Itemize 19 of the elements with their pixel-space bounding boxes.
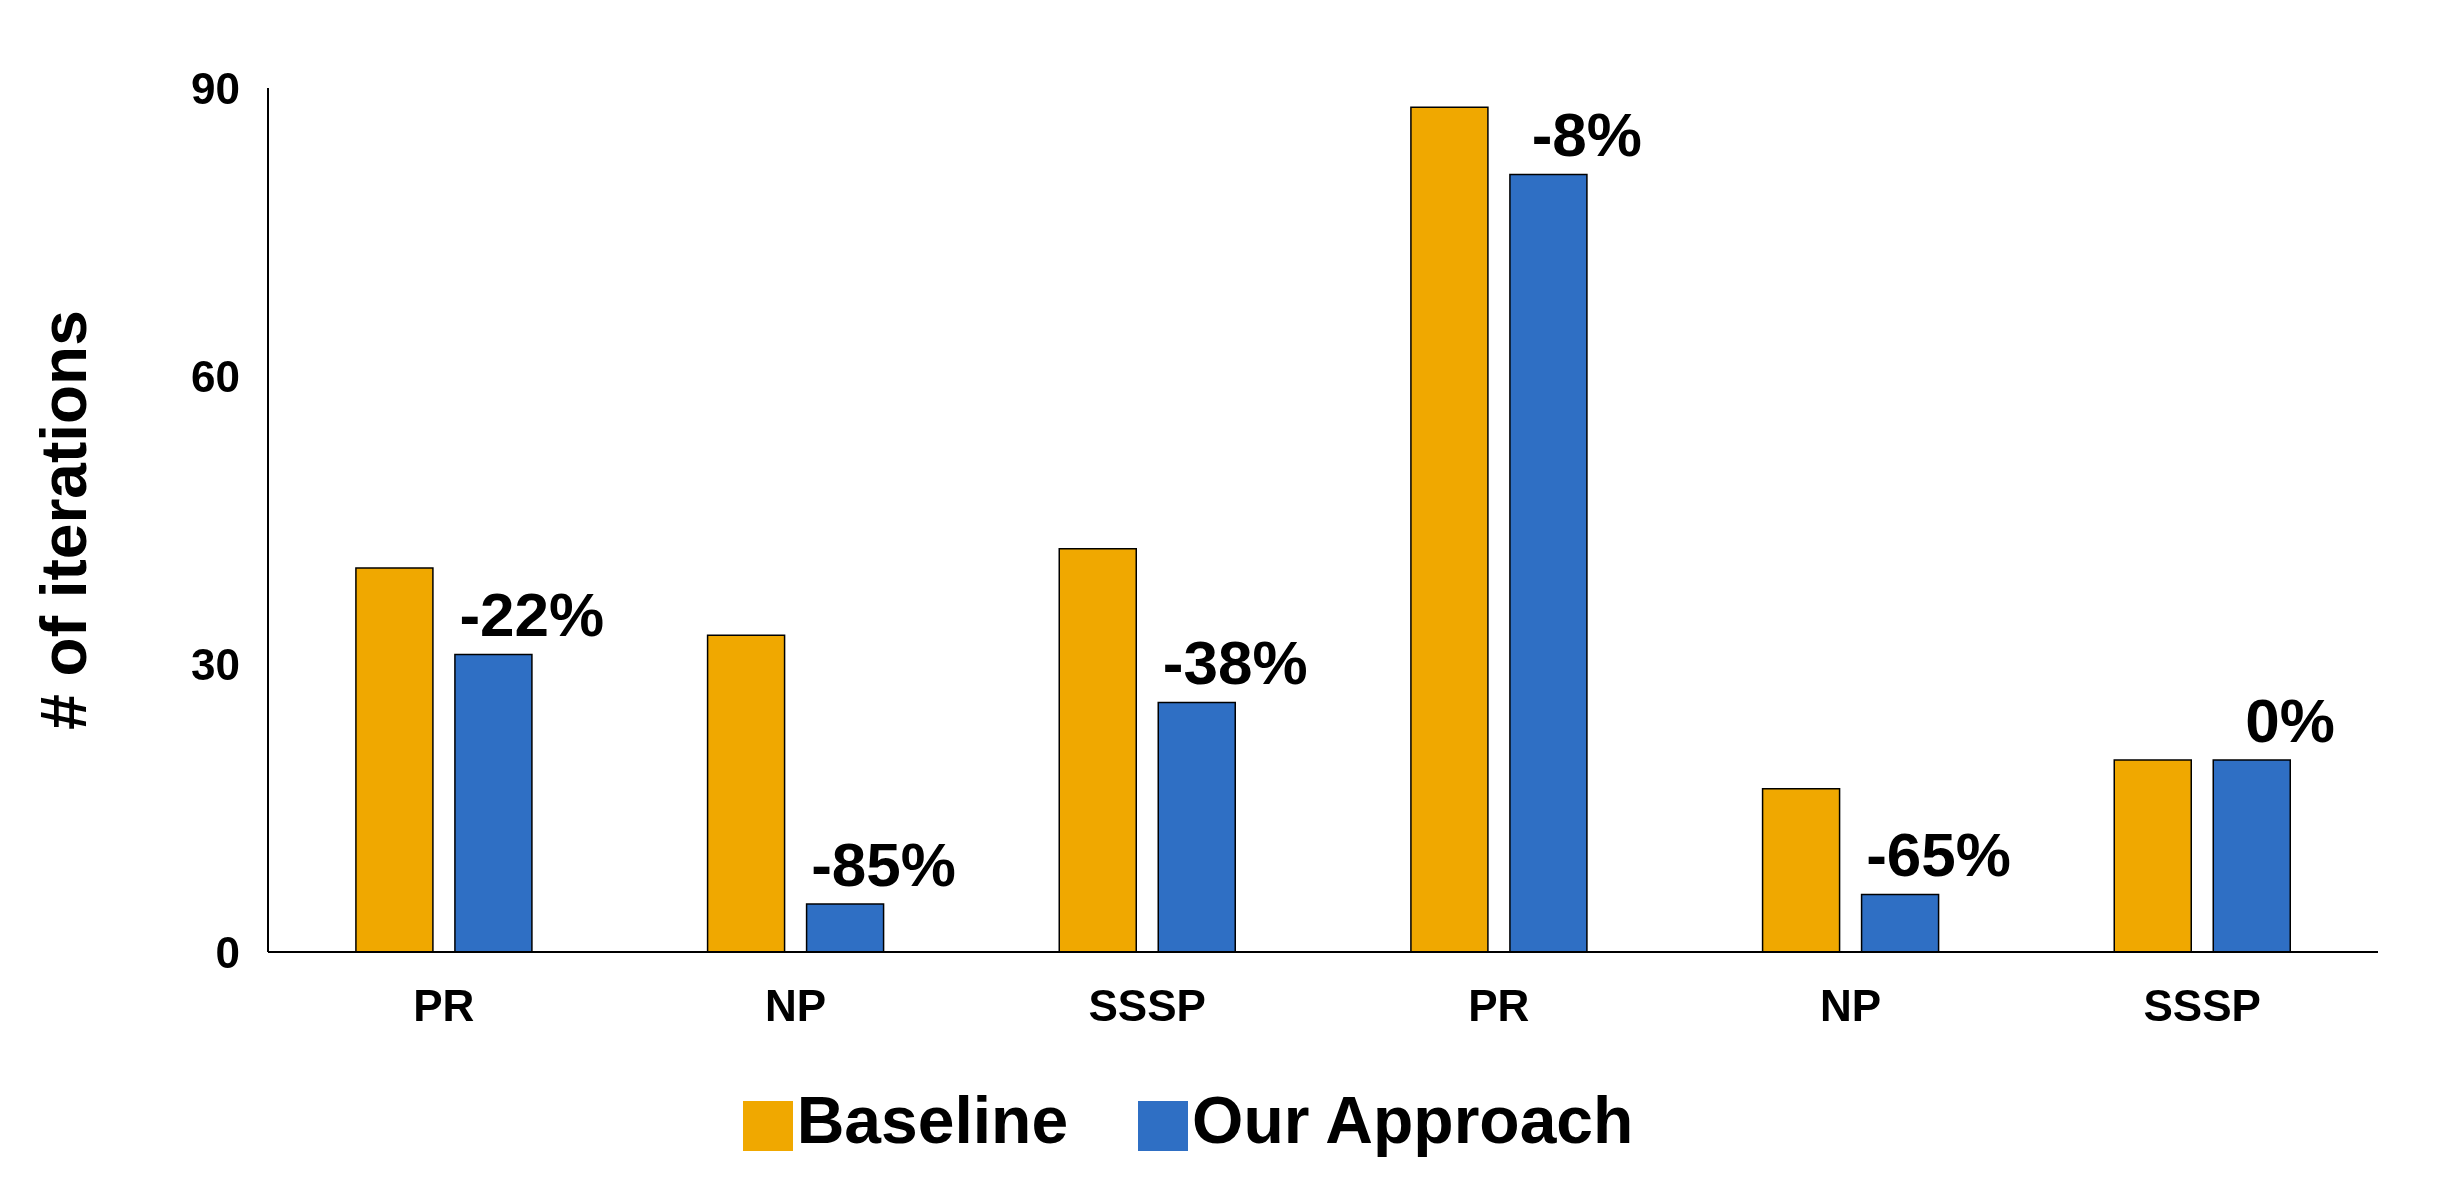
x-tick-label: SSSP	[1088, 981, 1206, 1031]
annotation: -85%	[811, 830, 956, 899]
y-axis-title: # of iterations	[27, 310, 100, 730]
annotation: -8%	[1531, 100, 1642, 170]
annotation: -38%	[1162, 628, 1308, 698]
y-tick-label: 90	[191, 63, 240, 113]
annotation: 0%	[2245, 686, 2335, 755]
x-tick-label: PR	[1468, 981, 1530, 1031]
x-tick-label: PR	[413, 981, 475, 1031]
x-tick-label: NP	[1819, 981, 1882, 1031]
legend-label: Our Approach	[1192, 1083, 1634, 1157]
y-tick-label: 60	[191, 351, 240, 401]
legend-label: Baseline	[796, 1083, 1069, 1157]
y-tick-label: 30	[191, 639, 240, 689]
x-tick-label: SSSP	[2143, 981, 2261, 1031]
annotation: -22%	[459, 580, 605, 650]
y-tick-label: 0	[215, 927, 240, 977]
x-tick-label: NP	[764, 981, 827, 1031]
annotation: -65%	[1866, 820, 2011, 890]
